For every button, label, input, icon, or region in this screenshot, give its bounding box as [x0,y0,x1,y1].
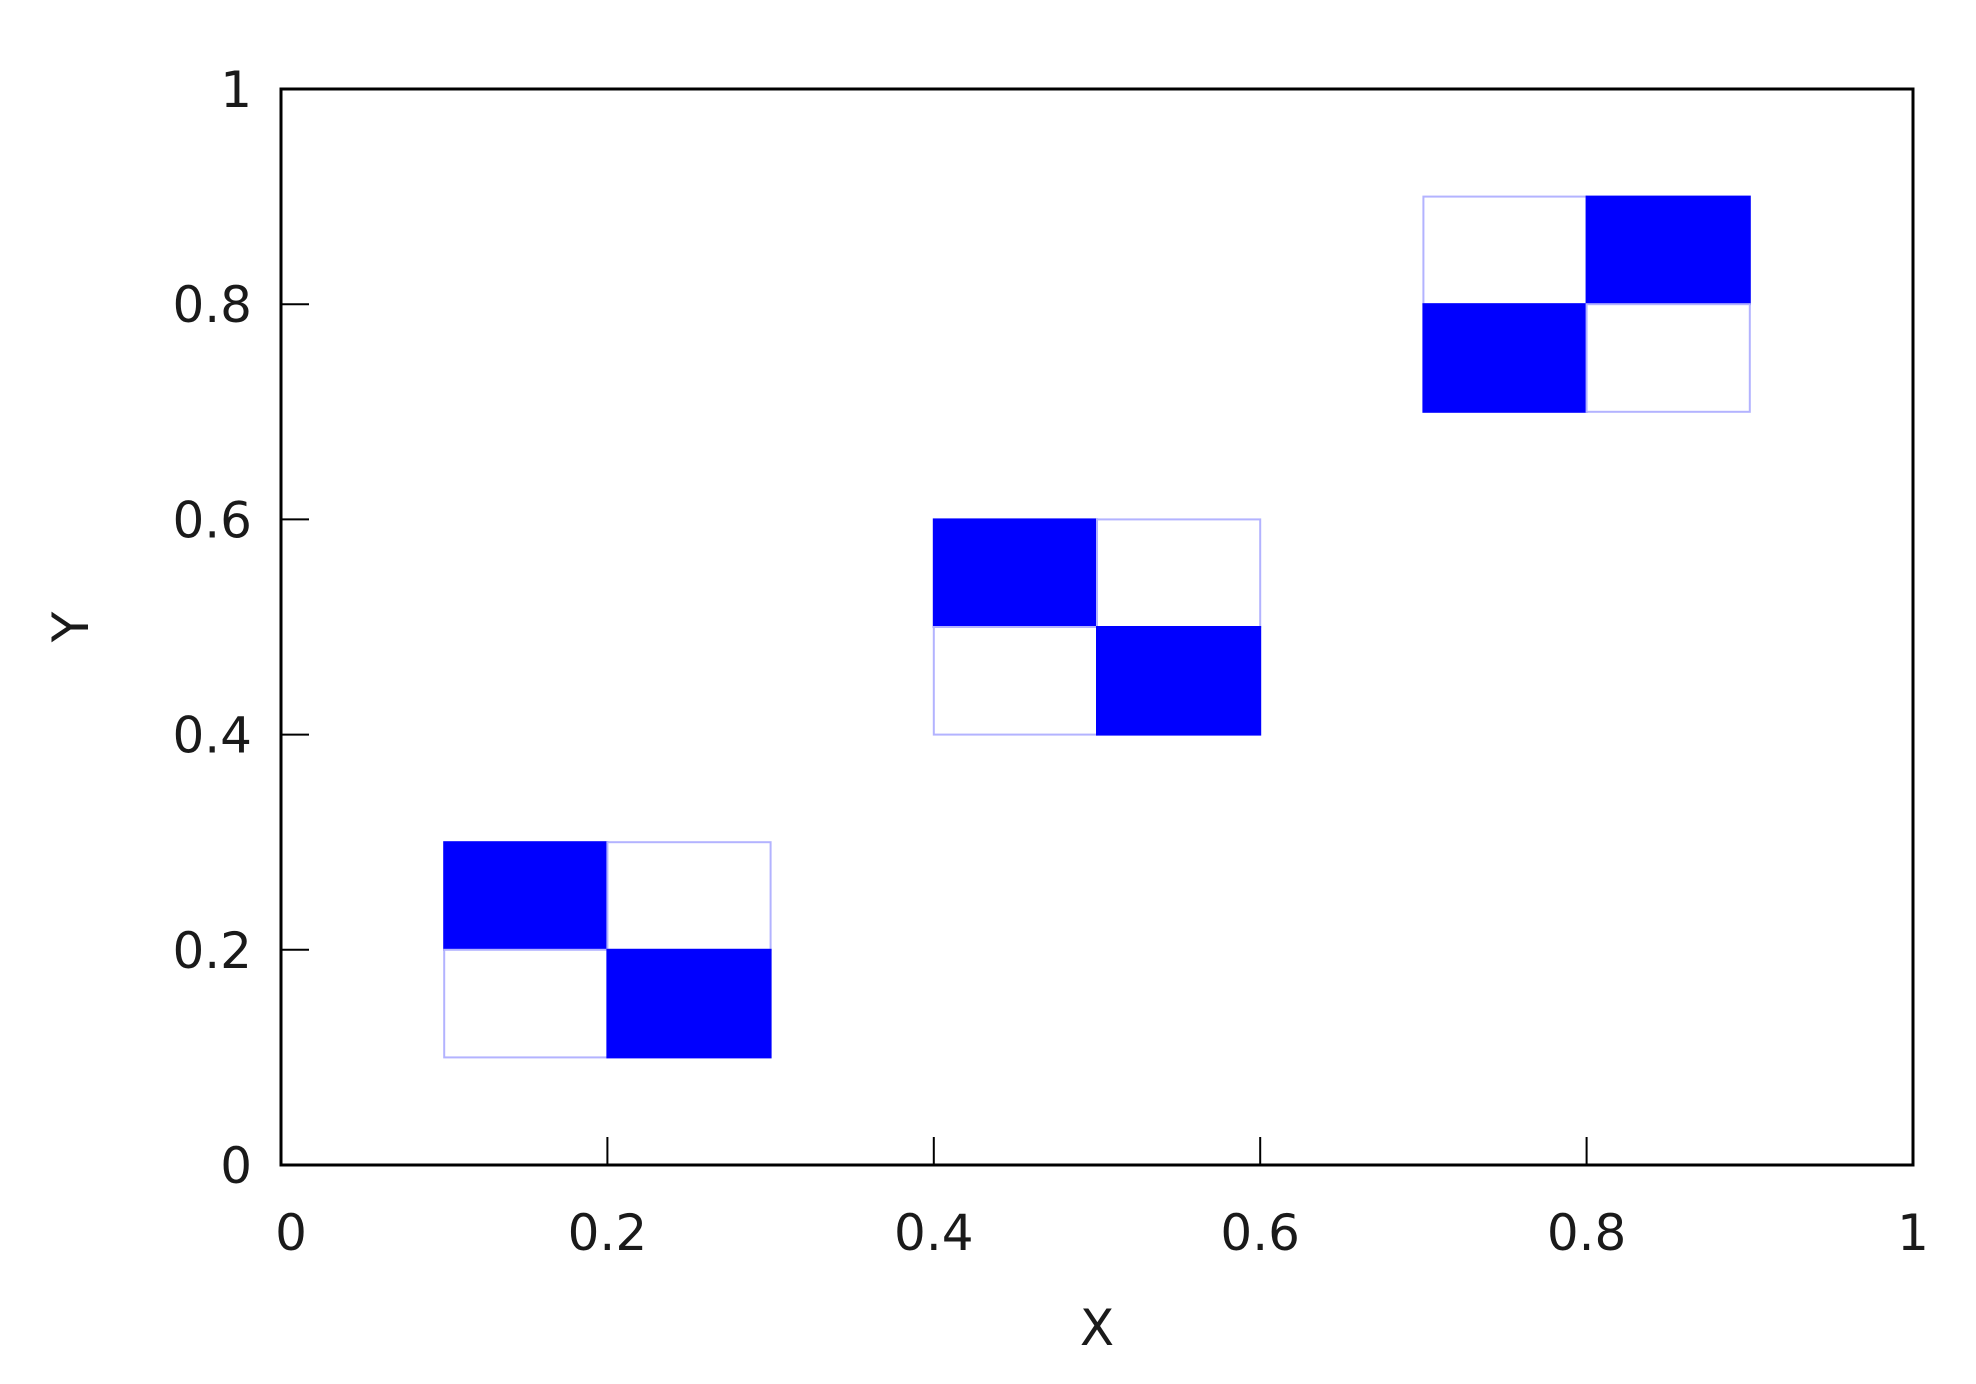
y-tick-label: 1 [220,61,252,119]
plot-frame [279,87,1915,1167]
ticks-layer [281,303,1588,1165]
heatmap-cell-filled [443,841,609,951]
heatmap-cell-empty [932,626,1098,736]
tick-labels-layer: 0 0.2 0.4 0.6 0.8 1 0 0.2 0.4 0.6 0.8 1 [172,61,1928,1262]
cells-layer [443,195,1751,1059]
y-tick-label: 0 [220,1137,252,1195]
y-tick-label: 0.4 [172,707,252,765]
y-tick-label: 0.2 [172,922,252,980]
heatmap-cell-empty [1422,195,1588,306]
x-tick-label: 0 [275,1204,307,1262]
y-tick-label: 0.8 [172,276,252,334]
x-axis-title: X [1080,1299,1114,1357]
heatmap-cell-filled [606,948,772,1059]
heatmap-cell-empty [443,948,609,1059]
x-tick-label: 0.6 [1220,1204,1300,1262]
x-tick-label: 0.8 [1547,1204,1627,1262]
heatmap-cell-filled [932,518,1098,629]
heatmap-cell-empty [1096,518,1262,629]
heatmap-cell-filled [1096,626,1262,736]
x-tick-label: 0.2 [568,1204,648,1262]
heatmap-cell-filled [1585,195,1751,306]
y-axis-title: Y [42,611,100,643]
x-tick-label: 0.4 [894,1204,974,1262]
y-tick-label: 0.6 [172,491,252,549]
heatmap-cell-empty [606,841,772,951]
heatmap-cell-empty [1585,303,1751,413]
heatmap-cell-filled [1422,303,1588,413]
x-tick-label: 1 [1897,1204,1929,1262]
